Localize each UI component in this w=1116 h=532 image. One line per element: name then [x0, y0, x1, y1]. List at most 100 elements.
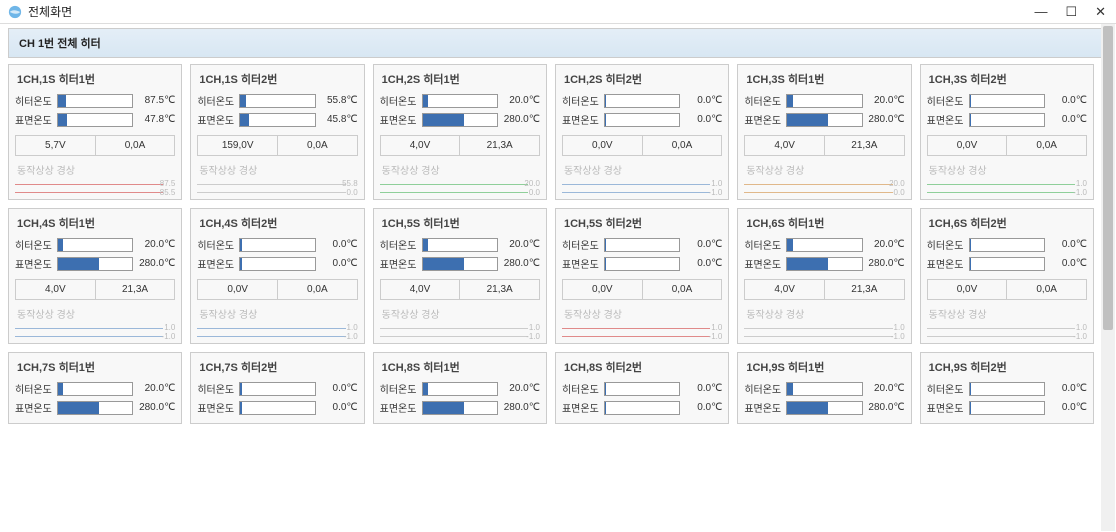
heater-temp-row: 히터온도 0.0℃ [197, 381, 357, 396]
scrollbar[interactable] [1101, 24, 1115, 531]
sparkline: 55.8 0.0 [197, 181, 357, 195]
heater-temp-row: 히터온도 20.0℃ [15, 237, 175, 252]
status-text: 동작상상 경상 [380, 304, 540, 323]
heater-temp-row: 히터온도 0.0℃ [562, 237, 722, 252]
surface-temp-value: 280.0℃ [502, 258, 540, 269]
heater-card: 1CH,6S 히터2번 히터온도 0.0℃ 표면온도 0.0℃ 0,0V 0,0… [920, 208, 1094, 344]
surface-temp-bar [786, 401, 862, 415]
heater-temp-label: 히터온도 [927, 237, 965, 252]
surface-temp-bar-fill [423, 402, 464, 414]
heater-temp-bar-fill [423, 383, 428, 395]
heater-temp-label: 히터온도 [380, 93, 418, 108]
heater-card: 1CH,8S 히터1번 히터온도 20.0℃ 표면온도 280.0℃ 4,0V … [373, 352, 547, 424]
heater-temp-label: 히터온도 [15, 381, 53, 396]
maximize-button[interactable]: ☐ [1065, 4, 1077, 20]
heater-temp-label: 히터온도 [15, 237, 53, 252]
heater-temp-bar-fill [970, 383, 971, 395]
surface-temp-label: 표면온도 [562, 400, 600, 415]
sparkline-min: 0.0 [529, 188, 540, 197]
heater-temp-bar [604, 238, 680, 252]
heater-temp-value: 87.5℃ [137, 95, 175, 106]
heater-temp-value: 0.0℃ [1049, 383, 1087, 394]
surface-temp-label: 표면온도 [15, 112, 53, 127]
app-icon [8, 5, 22, 19]
surface-temp-row: 표면온도 280.0℃ [744, 256, 904, 271]
sparkline-max: 1.0 [1076, 179, 1087, 188]
surface-temp-label: 표면온도 [562, 256, 600, 271]
surface-temp-bar-fill [58, 402, 99, 414]
heater-temp-row: 히터온도 0.0℃ [927, 381, 1087, 396]
heater-temp-bar-fill [605, 383, 606, 395]
surface-temp-value: 280.0℃ [137, 258, 175, 269]
heater-temp-bar [969, 238, 1045, 252]
heater-temp-bar-fill [605, 95, 606, 107]
heater-temp-value: 0.0℃ [684, 95, 722, 106]
status-text: 동작상상 경상 [927, 160, 1087, 179]
sparkline-max: 1.0 [529, 323, 540, 332]
surface-temp-row: 표면온도 0.0℃ [562, 400, 722, 415]
heater-temp-row: 히터온도 0.0℃ [927, 237, 1087, 252]
status-text: 동작상상 경상 [197, 304, 357, 323]
heater-temp-bar-fill [605, 239, 606, 251]
heater-temp-bar-fill [423, 95, 428, 107]
heater-card: 1CH,6S 히터1번 히터온도 20.0℃ 표면온도 280.0℃ 4,0V … [737, 208, 911, 344]
sparkline-min: -1.0 [1073, 188, 1087, 197]
voltage-value: 0,0V [563, 136, 643, 155]
sparkline: 1.0 -1.0 [380, 325, 540, 339]
surface-temp-value: 280.0℃ [867, 258, 905, 269]
volt-amp-row: 4,0V 21,3A [380, 279, 540, 300]
close-button[interactable]: ✕ [1095, 4, 1106, 20]
status-text: 동작상상 경상 [197, 160, 357, 179]
current-value: 0,0A [96, 136, 175, 155]
surface-temp-label: 표면온도 [927, 112, 965, 127]
sparkline: 87.5 85.5 [15, 181, 175, 195]
heater-temp-value: 20.0℃ [502, 383, 540, 394]
sparkline-min: -1.0 [891, 332, 905, 341]
card-title: 1CH,8S 히터2번 [562, 357, 722, 381]
surface-temp-row: 표면온도 0.0℃ [927, 256, 1087, 271]
heater-temp-label: 히터온도 [562, 381, 600, 396]
sparkline-max: 1.0 [711, 179, 722, 188]
surface-temp-label: 표면온도 [15, 400, 53, 415]
surface-temp-value: 280.0℃ [502, 114, 540, 125]
status-text: 동작상상 경상 [927, 304, 1087, 323]
heater-temp-label: 히터온도 [744, 93, 782, 108]
heater-temp-bar [786, 238, 862, 252]
heater-card: 1CH,9S 히터1번 히터온도 20.0℃ 표면온도 280.0℃ 4,0V … [737, 352, 911, 424]
voltage-value: 4,0V [16, 280, 96, 299]
surface-temp-bar [604, 113, 680, 127]
heater-temp-row: 히터온도 20.0℃ [380, 93, 540, 108]
surface-temp-label: 표면온도 [15, 256, 53, 271]
status-text: 동작상상 경상 [744, 304, 904, 323]
surface-temp-value: 0.0℃ [320, 258, 358, 269]
surface-temp-label: 표면온도 [197, 400, 235, 415]
status-text: 동작상상 경상 [744, 160, 904, 179]
heater-temp-bar-fill [970, 95, 971, 107]
current-value: 0,0A [643, 136, 722, 155]
heater-temp-row: 히터온도 0.0℃ [197, 237, 357, 252]
surface-temp-value: 45.8℃ [320, 114, 358, 125]
surface-temp-bar-fill [423, 258, 464, 270]
heater-temp-label: 히터온도 [15, 93, 53, 108]
card-title: 1CH,6S 히터1번 [744, 213, 904, 237]
sparkline-max: 1.0 [164, 323, 175, 332]
heater-temp-label: 히터온도 [744, 381, 782, 396]
scrollbar-thumb[interactable] [1103, 26, 1113, 330]
surface-temp-row: 표면온도 0.0℃ [562, 112, 722, 127]
current-value: 21,3A [96, 280, 175, 299]
heater-card: 1CH,4S 히터1번 히터온도 20.0℃ 표면온도 280.0℃ 4,0V … [8, 208, 182, 344]
surface-temp-value: 0.0℃ [684, 114, 722, 125]
heater-card: 1CH,1S 히터2번 히터온도 55.8℃ 표면온도 45.8℃ 159,0V… [190, 64, 364, 200]
heater-temp-label: 히터온도 [562, 93, 600, 108]
sparkline-min: -1.0 [1073, 332, 1087, 341]
card-title: 1CH,8S 히터1번 [380, 357, 540, 381]
sparkline-min: -1.0 [709, 188, 723, 197]
surface-temp-bar [969, 113, 1045, 127]
minimize-button[interactable]: — [1034, 4, 1047, 20]
heater-temp-bar-fill [58, 95, 66, 107]
volt-amp-row: 159,0V 0,0A [197, 135, 357, 156]
sparkline-min: 0.0 [894, 188, 905, 197]
content-area: CH 1번 전체 히터 1CH,1S 히터1번 히터온도 87.5℃ 표면온도 … [0, 24, 1116, 532]
surface-temp-row: 표면온도 280.0℃ [380, 400, 540, 415]
heater-temp-row: 히터온도 55.8℃ [197, 93, 357, 108]
